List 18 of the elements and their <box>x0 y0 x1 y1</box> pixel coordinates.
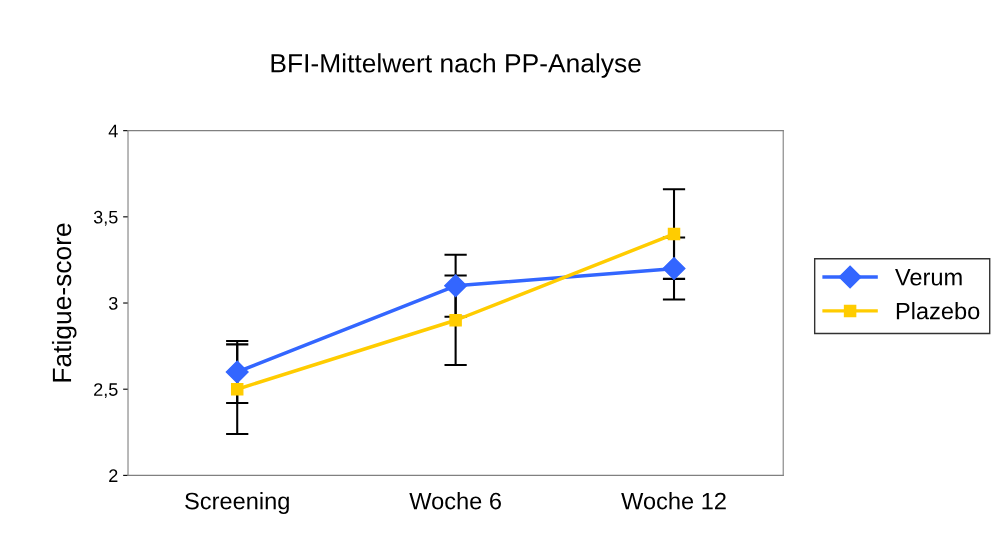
y-tick-label: 3,5 <box>93 210 118 226</box>
chart-title: BFI-Mittelwert nach PP-Analyse <box>271 53 641 78</box>
x-tick-label: Woche 12 <box>621 492 726 510</box>
point <box>225 360 249 384</box>
y-tick-label: 2 <box>109 469 118 482</box>
point <box>230 382 244 396</box>
y-tick-label: 3 <box>108 296 118 310</box>
point <box>449 314 462 327</box>
point <box>444 274 468 298</box>
x-tick-label: Woche 6 <box>409 492 501 510</box>
point <box>667 227 681 241</box>
y-tick-label: 4 <box>108 124 118 138</box>
y-tick-label: 2,5 <box>94 383 118 399</box>
legend-label: Verum <box>895 269 962 286</box>
point <box>662 257 686 281</box>
legend-label: Plazebo <box>896 302 980 320</box>
y-axis-title: Fatigue-score <box>51 223 77 382</box>
x-tick-label: Screening <box>185 492 289 515</box>
